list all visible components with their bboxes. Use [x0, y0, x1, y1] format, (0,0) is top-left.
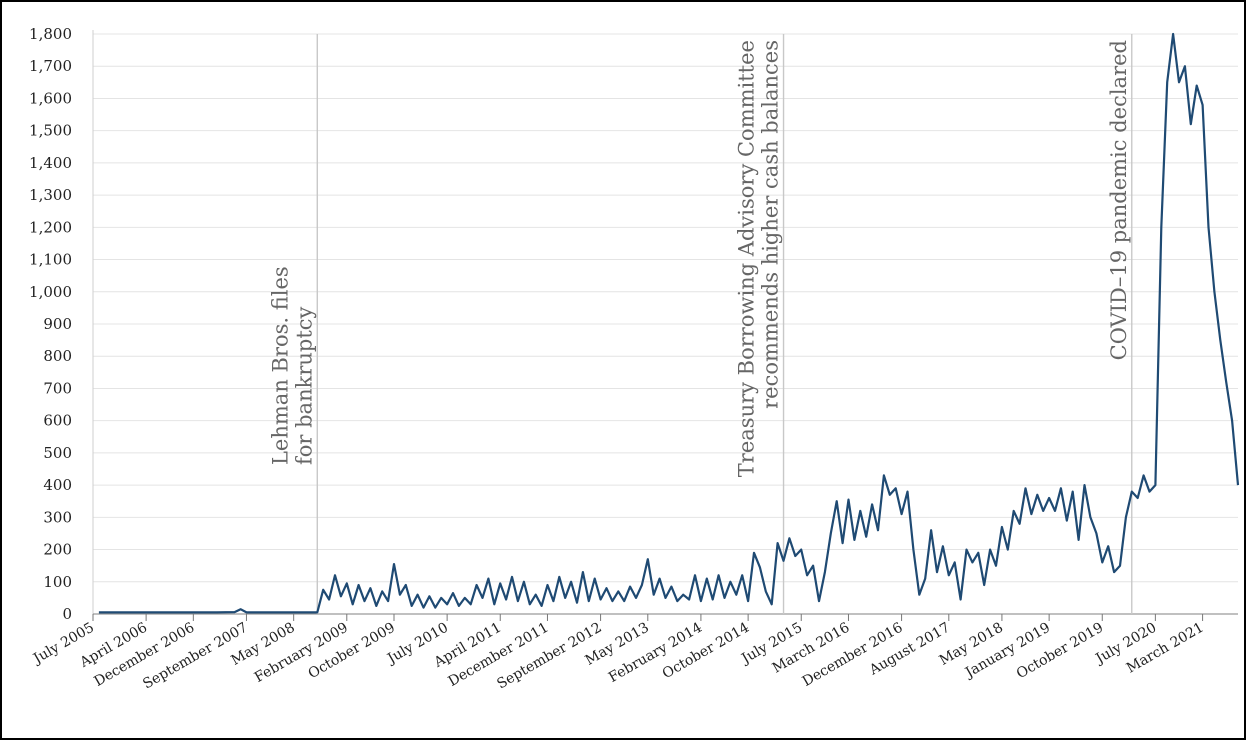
y-tick-label: 1,500 — [29, 122, 72, 140]
y-tick-label: 1,300 — [29, 186, 72, 204]
y-tick-label: 1,400 — [29, 154, 72, 172]
y-tick-label: 900 — [43, 315, 72, 333]
x-tick-label: August 2017 — [866, 620, 953, 679]
y-tick-label: 1,700 — [29, 57, 72, 75]
y-tick-label: 400 — [43, 476, 72, 494]
y-tick-label: 700 — [43, 379, 72, 397]
y-tick-label: 1,200 — [29, 218, 72, 236]
annotation-text: recommends higher cash balances — [759, 40, 783, 409]
annotation-text: COVID–19 pandemic declared — [1107, 40, 1131, 360]
y-tick-label: 1,800 — [29, 25, 72, 43]
y-tick-label: 1,000 — [29, 283, 72, 301]
grid-lines — [92, 30, 1238, 615]
y-axis-ticks: 0 100 200 300 400 500 600 700 800 900 1,000 1,100 1,… — [29, 25, 72, 623]
annotation-text: Lehman Bros. files — [268, 266, 292, 465]
y-tick-label: 1,600 — [29, 89, 72, 107]
annotation-text: Treasury Borrowing Advisory Committee — [735, 40, 759, 477]
y-tick-label: 200 — [43, 541, 72, 559]
event-lines — [316, 34, 1133, 614]
y-tick-label: 300 — [43, 508, 72, 526]
annotation-text: for bankruptcy — [292, 306, 316, 465]
y-tick-label: 0 — [62, 605, 72, 623]
y-tick-label: 1,100 — [29, 251, 72, 269]
series-layer — [98, 32, 1240, 614]
y-tick-label: 500 — [43, 444, 72, 462]
annotations: Lehman Bros. files for bankruptcy Treasury… — [268, 40, 1130, 477]
line-chart: 0 100 200 300 400 500 600 700 800 900 1,000 1,100 1,… — [29, 25, 1240, 692]
y-tick-label: 800 — [43, 347, 72, 365]
series-line — [98, 32, 1240, 614]
y-tick-label: 600 — [43, 412, 72, 430]
y-tick-label: 100 — [43, 573, 72, 591]
